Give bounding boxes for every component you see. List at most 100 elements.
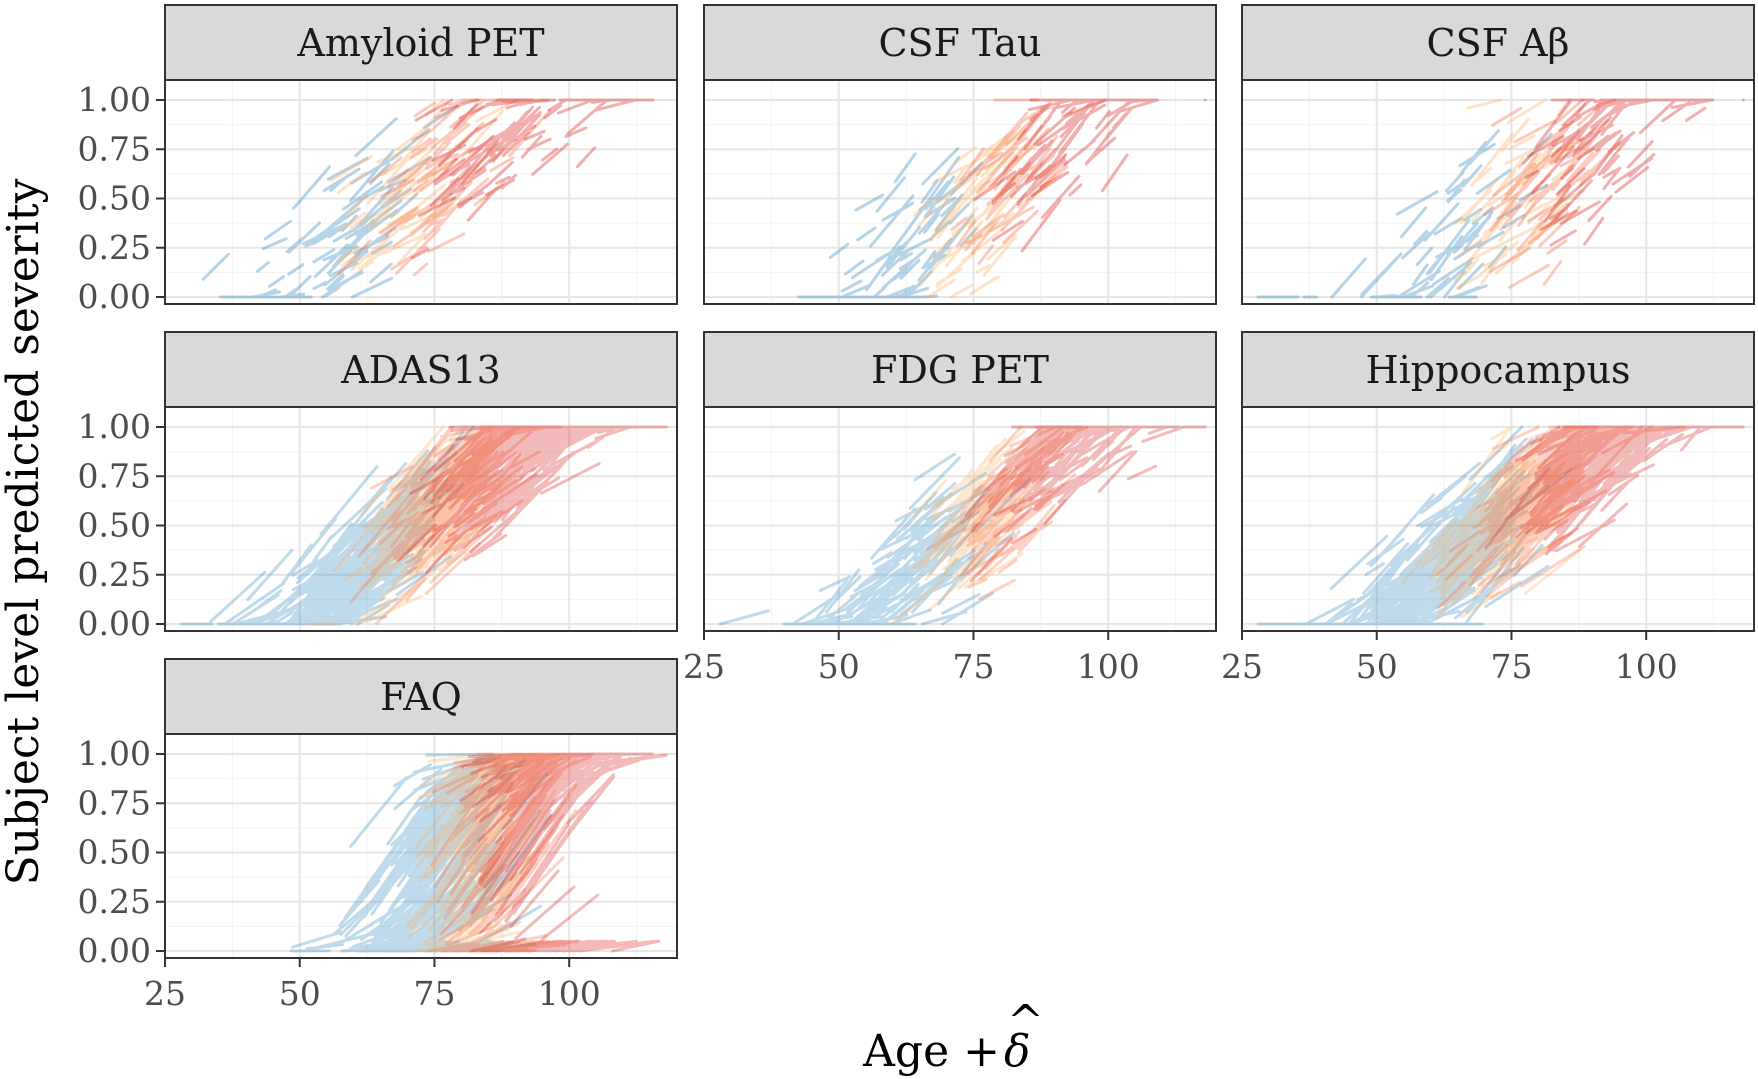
strip-label: FAQ bbox=[380, 675, 462, 719]
series-2-segments bbox=[337, 98, 552, 277]
strip-label: ADAS13 bbox=[340, 348, 501, 392]
series-1-segments bbox=[311, 425, 522, 626]
series-1-segments bbox=[329, 98, 519, 271]
series-2-segments bbox=[349, 425, 563, 625]
x-axis-title-main: Age + bbox=[862, 1026, 1000, 1077]
y-axis: 0.00 0.25 0.50 0.75 1.00 bbox=[78, 80, 165, 316]
y-tick-label: 0.50 bbox=[78, 833, 151, 872]
series-3-segments bbox=[410, 98, 655, 260]
segments bbox=[201, 98, 655, 299]
plot-border bbox=[1241, 79, 1755, 305]
plot-border bbox=[703, 79, 1217, 305]
series-3-segments bbox=[973, 98, 1207, 253]
plot-area bbox=[703, 406, 1217, 632]
x-axis-title-delta: δ bbox=[1004, 1026, 1031, 1077]
segments bbox=[797, 98, 1207, 299]
panel-adas13: ADAS13 0.00 0.25 0.50 0.75 1.00 bbox=[78, 331, 678, 643]
y-tick-label: 1.00 bbox=[78, 80, 151, 119]
series-2-segments bbox=[1483, 98, 1621, 289]
y-tick-label: 0.00 bbox=[78, 277, 151, 316]
x-tick-label: 100 bbox=[1615, 647, 1678, 686]
series-0-segments bbox=[179, 425, 475, 626]
y-tick-label: 0.25 bbox=[78, 228, 151, 267]
y-tick-label: 0.50 bbox=[78, 179, 151, 218]
plot-border bbox=[703, 406, 1217, 632]
plot-area bbox=[164, 406, 678, 632]
strip-label: Hippocampus bbox=[1365, 348, 1630, 392]
plot-border bbox=[1241, 406, 1755, 632]
strip-background bbox=[1241, 4, 1755, 81]
x-tick-label: 75 bbox=[1490, 647, 1532, 686]
y-tick-label: 0.00 bbox=[78, 931, 151, 970]
grid bbox=[164, 407, 677, 631]
series-1-segments bbox=[405, 752, 563, 953]
segments bbox=[718, 425, 1207, 626]
plot-border bbox=[164, 79, 678, 305]
plot-area bbox=[703, 79, 1217, 305]
y-tick-label: 0.25 bbox=[78, 882, 151, 921]
x-tick-label: 25 bbox=[683, 647, 725, 686]
strip-background bbox=[164, 4, 678, 81]
segments bbox=[1256, 98, 1745, 299]
series-0-segments bbox=[1256, 425, 1573, 626]
x-tick-label: 25 bbox=[1221, 647, 1263, 686]
x-tick-label: 75 bbox=[952, 647, 994, 686]
strip-label: CSF Tau bbox=[878, 21, 1041, 65]
y-tick-label: 1.00 bbox=[78, 407, 151, 446]
series-3-segments bbox=[397, 425, 668, 574]
strip-label: Amyloid PET bbox=[296, 21, 544, 65]
x-tick-label: 50 bbox=[1356, 647, 1398, 686]
y-tick-label: 0.75 bbox=[78, 783, 151, 822]
x-axis: 25 50 75 100 bbox=[683, 631, 1140, 686]
series-0-segments bbox=[1256, 129, 1553, 299]
series-2-segments bbox=[427, 752, 595, 953]
y-tick-label: 0.75 bbox=[78, 129, 151, 168]
x-tick-label: 100 bbox=[538, 974, 601, 1013]
series-2-segments bbox=[950, 98, 1107, 265]
segments bbox=[289, 752, 668, 953]
x-tick-label: 25 bbox=[144, 974, 186, 1013]
panel-csf-abeta: CSF Aβ bbox=[1241, 4, 1755, 305]
panel-faq: FAQ 0.00 0.25 0.50 0.75 1.00 25 50 75 100 bbox=[78, 658, 678, 1013]
y-tick-label: 1.00 bbox=[78, 734, 151, 773]
x-tick-label: 50 bbox=[818, 647, 860, 686]
plot-border bbox=[164, 406, 678, 632]
panel-fdg-pet: FDG PET 25 50 75 100 bbox=[683, 331, 1217, 686]
x-tick-label: 75 bbox=[413, 974, 455, 1013]
plot-area bbox=[164, 79, 678, 305]
series-1-segments bbox=[1453, 98, 1585, 290]
x-axis-title: Age + δ ^ bbox=[862, 996, 1044, 1077]
y-axis-title: Subject level predicted severity bbox=[0, 178, 49, 885]
series-3-segments bbox=[459, 752, 668, 953]
series-0-segments bbox=[289, 752, 553, 953]
panel-csf-tau: CSF Tau bbox=[703, 4, 1217, 305]
series-0-segments bbox=[797, 147, 984, 299]
segments bbox=[179, 425, 668, 626]
x-tick-label: 50 bbox=[279, 974, 321, 1013]
y-tick-label: 0.75 bbox=[78, 456, 151, 495]
strip-label: FDG PET bbox=[871, 348, 1049, 392]
series-0-segments bbox=[201, 104, 459, 299]
y-axis: 0.00 0.25 0.50 0.75 1.00 bbox=[78, 407, 165, 643]
strip-background bbox=[703, 4, 1217, 81]
y-tick-label: 0.50 bbox=[78, 506, 151, 545]
series-1-segments bbox=[912, 129, 1057, 299]
series-1-segments bbox=[1400, 425, 1617, 621]
series-2-segments bbox=[1436, 425, 1686, 610]
series-1-segments bbox=[889, 429, 1049, 626]
grid bbox=[164, 734, 677, 958]
plot-border bbox=[164, 733, 678, 959]
grid bbox=[703, 407, 1216, 631]
series-3-segments bbox=[1484, 425, 1745, 556]
series-2-segments bbox=[925, 425, 1089, 601]
plot-area bbox=[1241, 79, 1755, 305]
series-3-segments bbox=[960, 425, 1207, 583]
segments bbox=[1256, 425, 1745, 626]
y-axis: 0.00 0.25 0.50 0.75 1.00 bbox=[78, 734, 165, 970]
panel-amyloid-pet: Amyloid PET 0.00 0.25 0.50 0.75 1.00 bbox=[78, 4, 678, 316]
series-0-segments bbox=[718, 452, 1032, 626]
x-tick-label: 100 bbox=[1077, 647, 1140, 686]
y-tick-label: 0.25 bbox=[78, 555, 151, 594]
x-axis-title-hat: ^ bbox=[1007, 996, 1044, 1047]
